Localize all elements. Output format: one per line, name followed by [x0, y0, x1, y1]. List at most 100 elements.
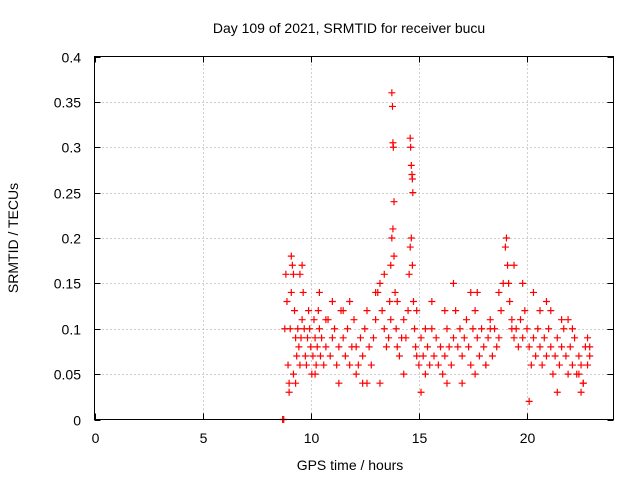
data-point	[501, 243, 509, 251]
data-point	[380, 270, 388, 278]
data-point	[361, 325, 369, 333]
data-point	[519, 279, 527, 287]
data-point	[551, 352, 559, 360]
x-tick-label: 5	[200, 430, 208, 446]
data-point	[285, 388, 293, 396]
data-point	[291, 307, 299, 315]
data-point	[566, 343, 574, 351]
data-point	[304, 334, 312, 342]
data-point	[482, 361, 490, 369]
data-point	[458, 352, 466, 360]
data-point	[372, 288, 380, 296]
data-point	[577, 388, 585, 396]
data-point	[409, 189, 417, 197]
data-point	[311, 334, 319, 342]
data-point	[372, 316, 380, 324]
data-point	[488, 352, 496, 360]
x-tick-label: 10	[304, 430, 320, 446]
data-point	[376, 379, 384, 387]
data-point	[549, 370, 557, 378]
data-point	[525, 397, 533, 405]
data-point	[432, 334, 440, 342]
data-point	[407, 234, 415, 242]
data-point	[536, 307, 544, 315]
data-point	[521, 307, 529, 315]
data-point	[465, 343, 473, 351]
data-point	[315, 325, 323, 333]
data-point	[294, 325, 302, 333]
data-point	[437, 343, 444, 351]
data-point	[510, 261, 518, 269]
data-point	[568, 361, 576, 369]
data-point	[424, 343, 432, 351]
data-point	[393, 343, 401, 351]
y-tick-label: 0.25	[54, 186, 81, 202]
data-point	[542, 352, 550, 360]
data-point	[443, 379, 451, 387]
data-point	[326, 352, 334, 360]
data-point	[400, 370, 408, 378]
data-point	[517, 316, 525, 324]
data-point	[391, 288, 399, 296]
data-point	[392, 325, 400, 333]
y-tick-label: 0.1	[62, 322, 82, 338]
data-point	[536, 343, 544, 351]
data-point	[298, 261, 306, 269]
data-point	[328, 298, 336, 306]
data-point	[310, 316, 318, 324]
data-point	[449, 279, 457, 287]
data-point	[407, 143, 415, 151]
data-point	[369, 334, 377, 342]
data-point	[356, 334, 364, 342]
data-point	[312, 361, 320, 369]
data-point	[346, 361, 354, 369]
data-point	[284, 361, 292, 369]
data-point	[339, 334, 347, 342]
data-point	[412, 343, 420, 351]
data-point	[406, 134, 414, 142]
data-point	[352, 343, 360, 351]
data-point	[469, 325, 477, 333]
y-tick-label: 0.05	[54, 367, 81, 383]
data-point	[346, 298, 354, 306]
data-point	[307, 343, 315, 351]
data-point	[502, 234, 510, 242]
data-point	[387, 316, 395, 324]
data-point	[519, 334, 527, 342]
data-point	[389, 143, 397, 151]
data-point	[311, 370, 319, 378]
data-point	[553, 388, 561, 396]
data-point	[352, 370, 360, 378]
data-point	[322, 343, 330, 351]
data-point	[359, 352, 367, 360]
data-point	[405, 270, 413, 278]
data-point	[419, 352, 427, 360]
data-point	[315, 288, 323, 296]
data-point	[406, 243, 414, 251]
data-point	[389, 225, 397, 233]
data-point	[306, 325, 314, 333]
data-point	[363, 307, 371, 315]
data-point	[287, 288, 295, 296]
data-point	[382, 343, 390, 351]
data-point	[359, 379, 367, 387]
data-point	[331, 325, 339, 333]
data-point	[430, 352, 438, 360]
data-point	[417, 388, 425, 396]
data-point	[296, 361, 304, 369]
data-point	[545, 325, 553, 333]
data-point	[313, 343, 321, 351]
data-point	[493, 343, 501, 351]
data-point	[335, 343, 343, 351]
data-point	[400, 316, 408, 324]
data-point	[292, 379, 300, 387]
data-point	[387, 261, 395, 269]
data-point	[564, 370, 572, 378]
data-point	[297, 334, 305, 342]
data-point	[286, 325, 294, 333]
data-point	[413, 307, 421, 315]
data-point	[411, 325, 419, 333]
data-point	[388, 102, 396, 110]
data-point	[385, 334, 393, 342]
